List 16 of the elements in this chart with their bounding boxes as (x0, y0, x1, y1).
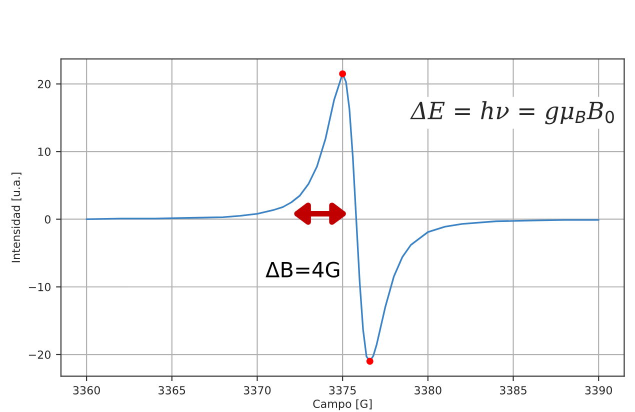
x-tick-label: 3380 (414, 386, 442, 394)
annotation: ΔB=4G (266, 262, 340, 278)
y-tick-label: −20 (28, 350, 50, 359)
y-axis-title: Intensidad [u.a.] (11, 172, 22, 262)
x-tick-label: 3390 (585, 386, 612, 394)
y-tick-label: −10 (28, 282, 50, 292)
x-tick-label: 3385 (500, 386, 526, 394)
y-tick-label: 10 (38, 148, 50, 156)
x-tick-label: 3370 (244, 386, 271, 394)
annotation: ΔE = hν = gμ$_{B}$B$_{0}$ (410, 101, 614, 124)
x-tick-label: 3375 (329, 386, 356, 394)
x-axis-title: Campo [G] (313, 399, 372, 410)
y-tick-label: 20 (38, 80, 50, 88)
x-tick-label: 3365 (158, 386, 186, 394)
x-tick-label: 3360 (73, 386, 100, 394)
y-tick-label: 0 (44, 215, 50, 224)
